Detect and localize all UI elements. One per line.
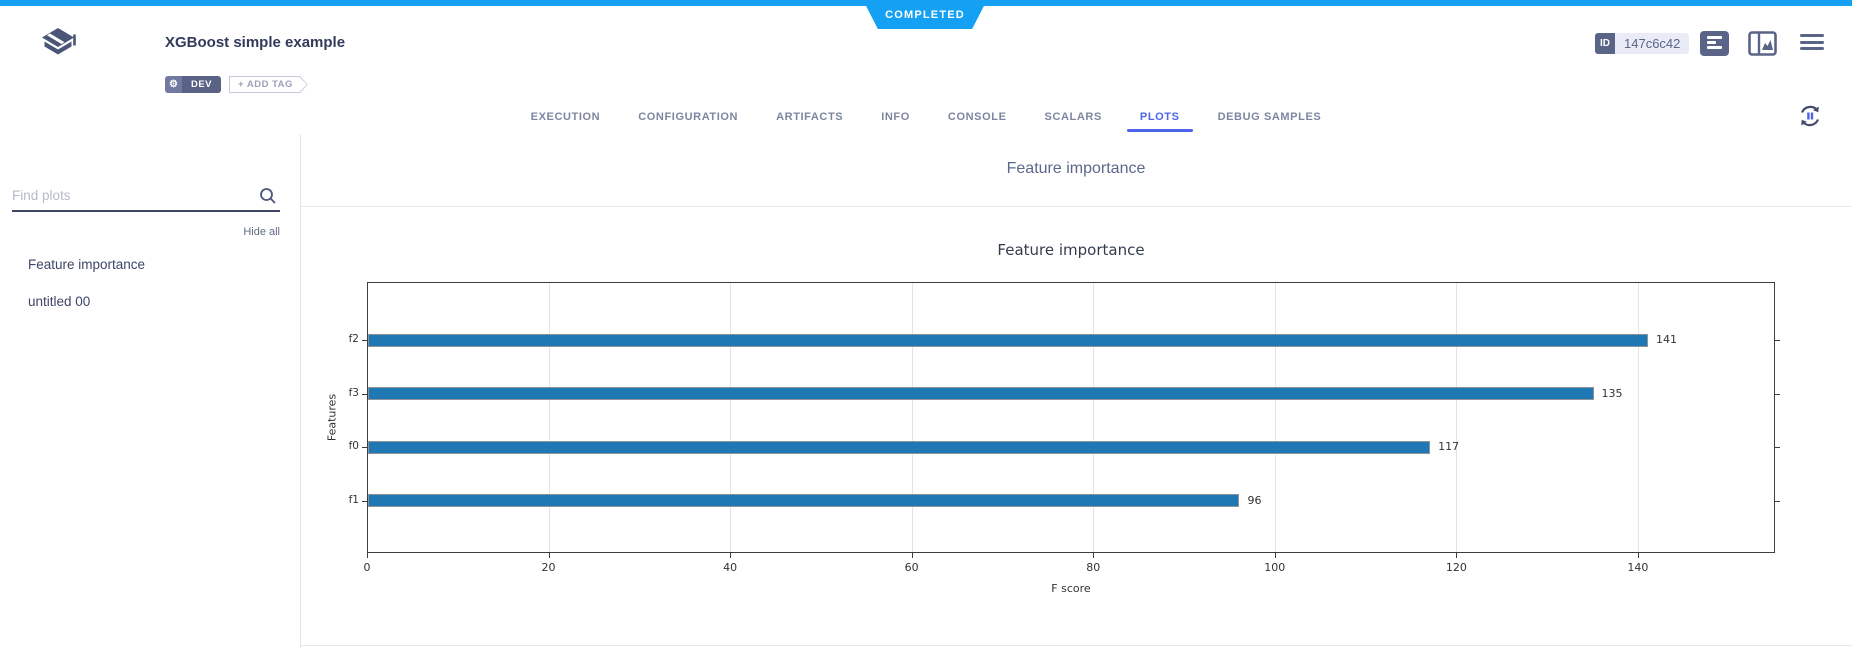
dev-tag[interactable]: ⚙ DEV: [165, 76, 222, 93]
tab-plots[interactable]: PLOTS: [1126, 103, 1193, 132]
bar-value-label: 117: [1438, 440, 1460, 454]
x-tick-label: 0: [363, 561, 371, 574]
x-tick-label: 100: [1264, 561, 1286, 574]
gridline: [730, 283, 732, 552]
tab-bar: EXECUTION CONFIGURATION ARTIFACTS INFO CONSO…: [0, 103, 1852, 133]
x-tickmark: [911, 553, 913, 558]
experiment-id-chip: ID 147c6c42: [1595, 33, 1690, 54]
main-divider: [301, 206, 1852, 207]
id-label: ID: [1595, 33, 1615, 54]
x-tickmark: [1274, 553, 1276, 558]
y-tickmark-right: [1775, 340, 1780, 341]
y-tickmark-right: [1775, 393, 1780, 395]
menu-line: [1800, 40, 1824, 44]
tab-execution[interactable]: EXECUTION: [530, 111, 601, 123]
x-tickmark: [730, 553, 732, 558]
gridline: [1637, 283, 1639, 552]
dev-tag-label: DEV: [181, 76, 222, 93]
gear-icon: ⚙: [165, 76, 182, 93]
hamburger-menu-icon[interactable]: [1800, 31, 1824, 54]
x-axis-title: F score: [1051, 582, 1091, 595]
tab-info[interactable]: INFO: [881, 111, 910, 123]
bar-value-label: 96: [1247, 493, 1262, 507]
y-tick-label: f2: [348, 333, 359, 345]
plot-list: Feature importance untitled 00: [0, 246, 300, 320]
split-view-icon[interactable]: [1748, 31, 1777, 61]
plot-search: [12, 182, 280, 212]
y-axis-title: Features: [325, 393, 339, 441]
x-tick-label: 20: [541, 561, 556, 574]
x-tickmark: [548, 553, 550, 558]
tab-artifacts[interactable]: ARTIFACTS: [776, 111, 844, 123]
y-tickmark-left: [362, 500, 367, 502]
bar-value-label: 135: [1601, 386, 1623, 400]
tab-debug-samples[interactable]: DEBUG SAMPLES: [1217, 111, 1322, 123]
plot-frame[interactable]: [367, 282, 1775, 553]
status-badge-label: COMPLETED: [885, 8, 965, 21]
tag-row: ⚙ DEV + ADD TAG: [165, 76, 308, 93]
auto-refresh-icon[interactable]: [1796, 102, 1824, 135]
gridline: [1274, 283, 1276, 552]
bar-f3[interactable]: [368, 387, 1594, 401]
bar-f2[interactable]: [368, 333, 1648, 347]
add-tag-button[interactable]: + ADD TAG: [229, 76, 308, 93]
tab-console[interactable]: CONSOLE: [947, 111, 1007, 123]
y-tickmark-right: [1775, 447, 1780, 449]
x-tick-label: 80: [1086, 561, 1101, 574]
x-tickmark: [1637, 553, 1639, 558]
sidebar-divider: [300, 134, 301, 648]
x-tick-label: 60: [904, 561, 919, 574]
tab-scalars[interactable]: SCALARS: [1044, 111, 1102, 123]
add-tag-label: + ADD TAG: [230, 77, 307, 92]
search-input[interactable]: [12, 182, 247, 208]
details-line: [1707, 41, 1716, 44]
x-tickmark: [1456, 553, 1458, 558]
details-line: [1707, 36, 1722, 39]
sidebar-item-feature-importance[interactable]: Feature importance: [28, 257, 146, 272]
bar-f1[interactable]: [368, 494, 1240, 508]
details-line: [1707, 46, 1722, 49]
y-tick-label: f1: [348, 493, 359, 506]
hide-all-button[interactable]: Hide all: [243, 226, 280, 238]
chart-title: Feature importance: [997, 241, 1145, 259]
bar-f0[interactable]: [368, 440, 1431, 454]
y-tickmark-left: [362, 393, 367, 395]
sidebar-item-untitled-00[interactable]: untitled 00: [28, 294, 91, 309]
y-tickmark-right: [1775, 500, 1780, 502]
id-value: 147c6c42: [1615, 33, 1690, 54]
y-tickmark-left: [362, 447, 367, 449]
y-tick-label: f3: [348, 386, 359, 399]
clearml-task-logo-icon: [40, 26, 78, 67]
tab-configuration[interactable]: CONFIGURATION: [638, 111, 739, 123]
x-tickmark: [1093, 553, 1095, 558]
status-badge: COMPLETED: [863, 0, 987, 29]
menu-line: [1800, 34, 1824, 37]
y-tick-label: f0: [348, 440, 359, 453]
x-tick-label: 120: [1445, 561, 1467, 574]
details-panel-icon[interactable]: [1700, 31, 1729, 56]
y-tickmark-left: [362, 340, 367, 341]
experiment-title: XGBoost simple example: [165, 34, 346, 51]
x-tickmark: [367, 553, 368, 558]
x-tick-label: 140: [1627, 561, 1649, 574]
x-tick-label: 40: [723, 561, 738, 574]
menu-line: [1800, 47, 1824, 50]
bottom-divider: [301, 645, 1852, 646]
section-title: Feature importance: [1006, 160, 1146, 177]
bar-value-label: 141: [1656, 333, 1677, 346]
search-icon: [258, 186, 278, 211]
gridline: [1093, 283, 1095, 552]
gridline: [548, 283, 550, 552]
gridline: [1456, 283, 1458, 552]
gridline: [911, 283, 913, 552]
